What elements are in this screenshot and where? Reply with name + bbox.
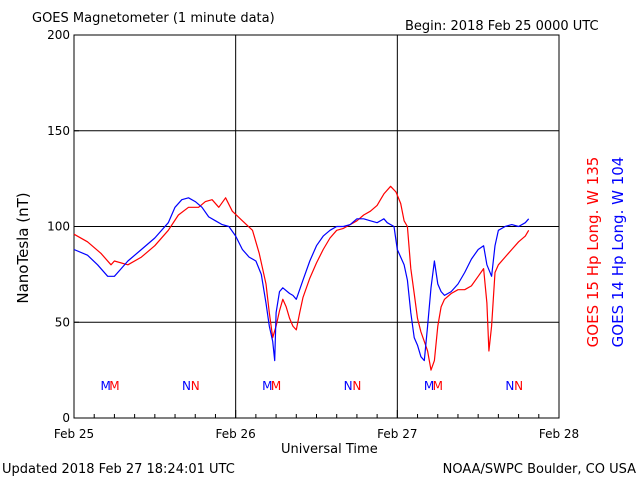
x-tick-label: Feb 27 bbox=[377, 427, 417, 441]
legend-goes15: GOES 15 Hp Long. W 135 bbox=[584, 157, 602, 348]
grid-lines bbox=[74, 35, 559, 418]
marker-n: N bbox=[505, 379, 514, 393]
marker-m: M bbox=[100, 379, 110, 393]
x-axis-label: Universal Time bbox=[281, 442, 378, 457]
series-lines bbox=[73, 185, 530, 371]
x-tick-label: Feb 28 bbox=[539, 427, 579, 441]
legend-goes14: GOES 14 Hp Long. W 104 bbox=[609, 157, 627, 348]
y-tick-label: 0 bbox=[62, 411, 70, 425]
marker-n: N bbox=[514, 379, 523, 393]
marker-m: M bbox=[424, 379, 434, 393]
updated-timestamp: Updated 2018 Feb 27 18:24:01 UTC bbox=[2, 462, 235, 477]
x-tick-label: Feb 25 bbox=[54, 427, 94, 441]
y-tick-label: 150 bbox=[47, 124, 70, 138]
x-tick-label: Feb 26 bbox=[215, 427, 255, 441]
begin-label: Begin: 2018 Feb 25 0000 UTC bbox=[405, 19, 599, 34]
marker-n: N bbox=[182, 379, 191, 393]
marker-n: N bbox=[344, 379, 353, 393]
marker-n: N bbox=[352, 379, 361, 393]
axis-ticks: 0 50 100 150 200 Feb 25 Feb 26 Feb 27 Feb 28 bbox=[47, 28, 579, 441]
marker-m: M bbox=[433, 379, 443, 393]
chart-title: GOES Magnetometer (1 minute data) bbox=[32, 11, 275, 26]
y-axis-label: NanoTesla (nT) bbox=[14, 192, 32, 303]
marker-m: M bbox=[109, 379, 119, 393]
y-tick-label: 100 bbox=[47, 220, 70, 234]
series-goes15-line bbox=[73, 185, 530, 371]
marker-m: M bbox=[271, 379, 281, 393]
series-goes14-line bbox=[73, 197, 530, 362]
marker-n: N bbox=[191, 379, 200, 393]
marker-m: M bbox=[262, 379, 272, 393]
credit-label: NOAA/SWPC Boulder, CO USA bbox=[443, 462, 636, 477]
y-tick-label: 200 bbox=[47, 28, 70, 42]
y-tick-label: 50 bbox=[55, 315, 70, 329]
mn-markers: MM N N MM N N MM N N bbox=[100, 379, 523, 393]
